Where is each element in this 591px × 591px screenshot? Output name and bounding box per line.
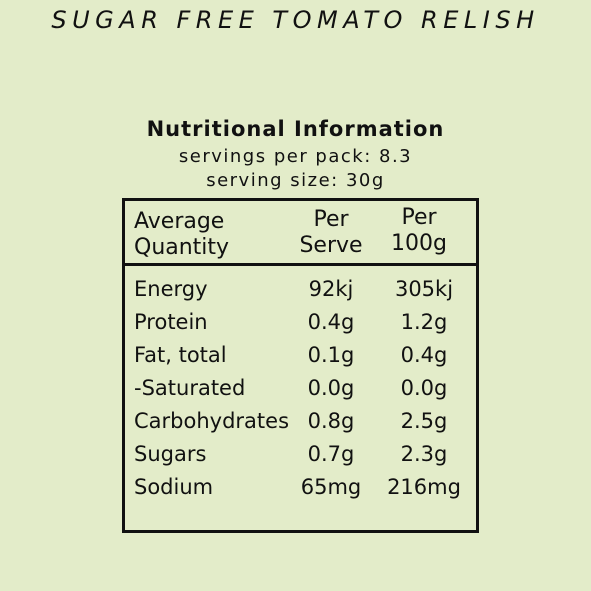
per-100g-value: 1.2g xyxy=(400,310,448,334)
nutrient-name: Protein xyxy=(134,310,208,334)
table-row: Fat, total 0.1g 0.4g xyxy=(125,343,476,376)
nutrient-name: Sodium xyxy=(134,475,214,499)
header-serve-line2: Serve xyxy=(299,233,363,258)
per-serve-value: 0.1g xyxy=(307,343,355,367)
per-100g-value: 0.4g xyxy=(400,343,448,367)
table-body: Energy 92kj 305kj Protein 0.4g 1.2g Fat,… xyxy=(125,277,476,508)
header-quantity-line2: Quantity xyxy=(134,235,230,260)
header-quantity-line1: Average xyxy=(134,209,225,234)
per-serve-value: 0.7g xyxy=(307,442,355,466)
per-100g-value: 0.0g xyxy=(400,376,448,400)
serving-info: servings per pack: 8.3 serving size: 30g xyxy=(0,145,591,193)
per-serve-value: 92kj xyxy=(308,277,354,301)
per-100g-value: 2.3g xyxy=(400,442,448,466)
header-per-100g: Per 100g xyxy=(387,205,451,257)
table-row: Carbohydrates 0.8g 2.5g xyxy=(125,409,476,442)
nutrient-name: Carbohydrates xyxy=(134,409,290,433)
per-100g-value: 216mg xyxy=(387,475,461,499)
header-average-quantity: Average Quantity xyxy=(134,209,229,261)
nutrition-table: Average Quantity Per Serve Per 100g Ener… xyxy=(122,198,479,533)
nutrition-heading: Nutritional Information xyxy=(146,117,445,141)
per-serve-value: 0.8g xyxy=(307,409,355,433)
table-row: Energy 92kj 305kj xyxy=(125,277,476,310)
product-title: SUGAR FREE TOMATO RELISH xyxy=(51,6,540,34)
per-serve-value: 0.4g xyxy=(307,310,355,334)
nutrient-name: Energy xyxy=(134,277,208,301)
nutrient-name: -Saturated xyxy=(134,376,246,400)
table-row: Sodium 65mg 216mg xyxy=(125,475,476,508)
servings-per-pack: servings per pack: 8.3 xyxy=(178,146,413,167)
table-header: Average Quantity Per Serve Per 100g xyxy=(125,201,476,266)
per-serve-value: 65mg xyxy=(300,475,362,499)
table-row: -Saturated 0.0g 0.0g xyxy=(125,376,476,409)
header-serve-line1: Per xyxy=(313,207,349,232)
nutrient-name: Sugars xyxy=(134,442,207,466)
per-100g-value: 2.5g xyxy=(400,409,448,433)
per-serve-value: 0.0g xyxy=(307,376,355,400)
per-100g-value: 305kj xyxy=(394,277,454,301)
header-100g-line2: 100g xyxy=(391,231,447,256)
table-row: Sugars 0.7g 2.3g xyxy=(125,442,476,475)
nutrient-name: Fat, total xyxy=(134,343,227,367)
header-100g-line1: Per xyxy=(401,205,437,230)
header-per-serve: Per Serve xyxy=(295,207,367,259)
table-row: Protein 0.4g 1.2g xyxy=(125,310,476,343)
serving-size: serving size: 30g xyxy=(206,170,385,191)
